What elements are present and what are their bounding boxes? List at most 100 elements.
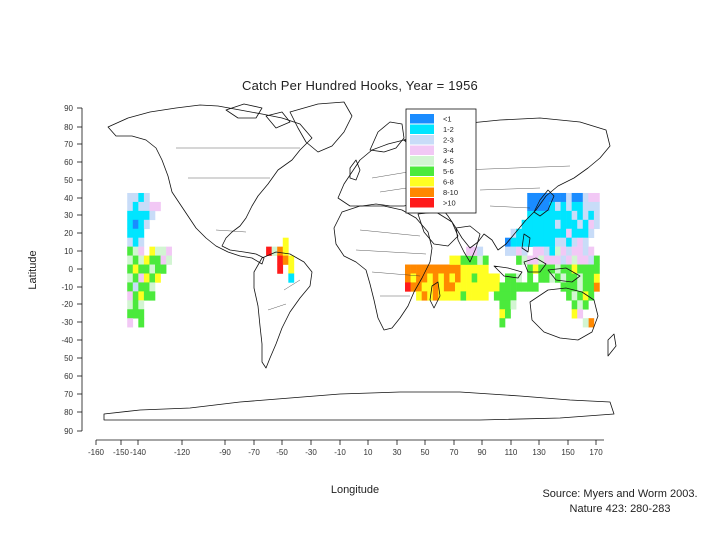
grid-cell [571, 192, 578, 203]
grid-cell [571, 264, 578, 274]
grid-cell [288, 264, 295, 274]
grid-cell [477, 291, 484, 301]
canadian-islands-outline [225, 103, 291, 129]
legend-label: 8-10 [443, 188, 458, 197]
grid-cell [410, 282, 417, 292]
grid-cell [505, 300, 511, 310]
scandinavia-outline [369, 121, 405, 153]
grid-cell [577, 273, 584, 283]
grid-cell [127, 264, 134, 274]
grid-cell [132, 201, 139, 212]
grid-cell [593, 255, 600, 265]
grid-cell [588, 192, 595, 203]
x-tick-label: -140 [130, 448, 147, 457]
grid-cell [505, 282, 511, 292]
y-tick-label: 40 [64, 194, 73, 203]
country-border-layer [176, 147, 571, 311]
grid-cell [532, 228, 539, 238]
grid-cell [432, 291, 439, 301]
grid-cell [138, 228, 145, 238]
grid-cell [127, 228, 134, 238]
grid-cell [482, 264, 489, 274]
grid-cell [432, 264, 439, 274]
grid-cell [421, 264, 428, 274]
grid-cell [277, 255, 284, 265]
grid-cell [493, 273, 500, 283]
grid-cell [538, 246, 545, 256]
grid-cell [555, 210, 561, 221]
grid-cell [138, 237, 145, 247]
grid-cell [510, 273, 517, 283]
grid-cell [471, 255, 478, 265]
antarctica-outline [103, 391, 615, 421]
grid-cell [577, 210, 584, 221]
grid-cell [416, 291, 422, 301]
grid-cell [521, 237, 528, 247]
grid-cell [566, 237, 572, 247]
grid-cell [427, 273, 434, 283]
grid-cell [538, 228, 545, 238]
grid-cell [577, 228, 584, 238]
grid-cell [416, 282, 422, 292]
africa-outline [333, 205, 433, 331]
grid-cell [460, 273, 467, 283]
grid-cell [577, 219, 584, 230]
grid-cell [582, 192, 589, 203]
grid-cell [127, 273, 134, 283]
grid-cell [582, 201, 589, 212]
catch-grid-layer [127, 192, 600, 328]
grid-cell [277, 264, 284, 274]
legend-label: 1-2 [443, 125, 454, 134]
grid-cell [127, 282, 134, 292]
grid-cell [538, 264, 545, 274]
x-tick-label: -10 [334, 448, 346, 457]
grid-cell [143, 282, 150, 292]
y-tick-label: -20 [61, 300, 73, 309]
grid-cell [588, 273, 595, 283]
grid-cell [143, 273, 150, 283]
grid-cell [566, 255, 572, 265]
grid-cell [555, 246, 561, 256]
grid-cell [460, 282, 467, 292]
grid-cell [143, 192, 150, 203]
grid-cell [543, 201, 550, 212]
grid-cell [582, 264, 589, 274]
south-america-outline [253, 251, 313, 369]
grid-cell [155, 246, 161, 256]
legend-label: >10 [443, 199, 456, 208]
grid-cell [538, 192, 545, 203]
grid-cell [555, 255, 561, 265]
grid-cell [571, 201, 578, 212]
grid-cell [538, 237, 545, 247]
x-tick-label: -90 [219, 448, 231, 457]
grid-cell [143, 210, 150, 221]
grid-cell [127, 300, 134, 310]
grid-cell [138, 291, 145, 301]
grid-cell [566, 246, 572, 256]
legend-swatch [410, 187, 434, 197]
grid-cell [443, 282, 450, 292]
grid-cell [538, 255, 545, 265]
y-tick-label: 80 [64, 408, 73, 417]
grid-cell [466, 282, 472, 292]
grid-cell [438, 264, 445, 274]
grid-cell [488, 282, 495, 292]
grid-cell [532, 282, 539, 292]
y-tick-label: 90 [64, 427, 73, 436]
grid-cell [549, 255, 556, 265]
grid-cell [560, 192, 567, 203]
chart-title: Catch Per Hundred Hooks, Year = 1956 [242, 78, 478, 93]
grid-cell [477, 273, 484, 283]
legend-label: 2-3 [443, 136, 454, 145]
grid-cell [466, 264, 472, 274]
grid-cell [266, 246, 272, 256]
grid-cell [582, 210, 589, 221]
grid-cell [571, 255, 578, 265]
grid-cell [149, 246, 156, 256]
grid-cell [543, 255, 550, 265]
grid-cell [282, 246, 289, 256]
grid-cell [421, 291, 428, 301]
source-citation: Source: Myers and Worm 2003. Nature 423:… [530, 487, 710, 517]
grid-cell [516, 237, 522, 247]
grid-cell [516, 228, 522, 238]
